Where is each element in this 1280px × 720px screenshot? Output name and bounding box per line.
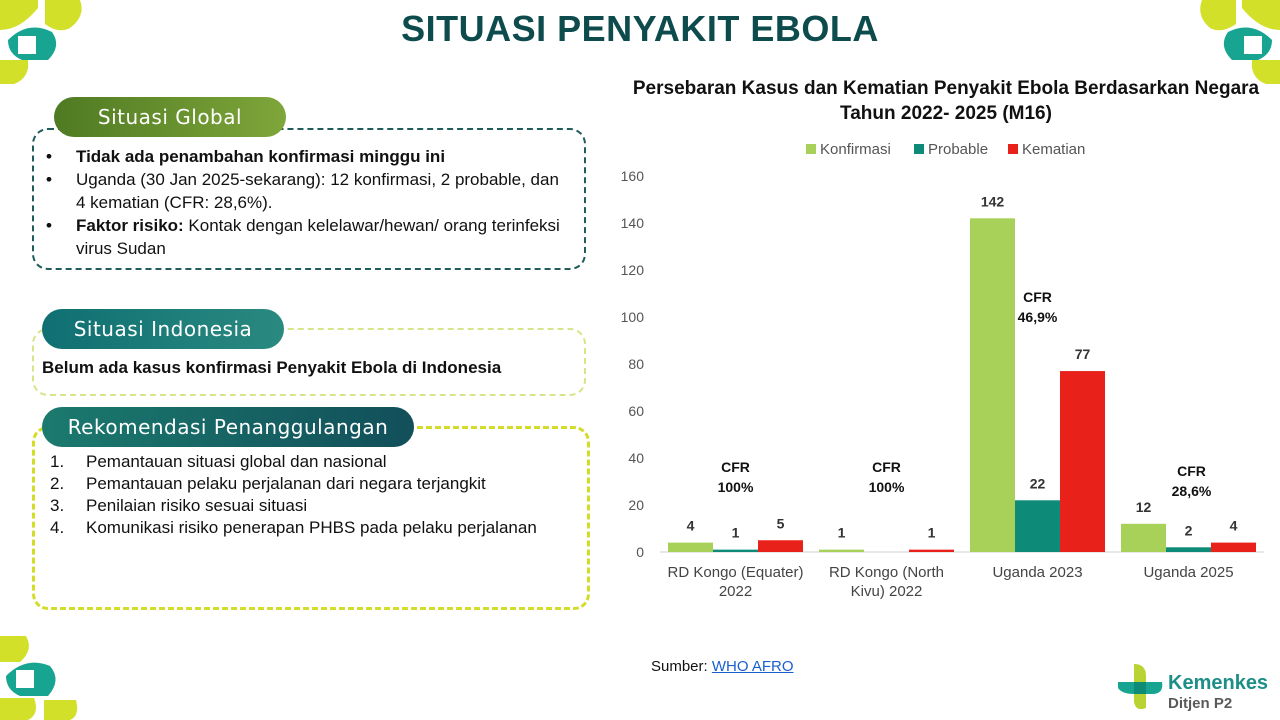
kemenkes-logo-icon [1118,664,1163,710]
bar-konfirmasi [1121,523,1166,552]
list-item: 2. Pemantauan pelaku perjalanan dari neg… [32,473,567,495]
list-text: Pemantauan pelaku perjalanan dari negara… [86,474,486,493]
data-label: 142 [981,193,1005,209]
y-tick-label: 0 [636,544,644,560]
list-number: 3. [50,496,65,515]
logo-name: Kemenkes [1168,672,1269,694]
data-label: 5 [777,515,785,531]
source-prefix: Sumber: [651,658,712,675]
page-title: SITUASI PENYAKIT EBOLA [401,8,879,49]
indonesia-situation-text: Belum ada kasus konfirmasi Penyakit Ebol… [42,358,502,377]
cfr-annotation-line1: CFR [1177,463,1206,479]
list-item: • Tidak ada penambahan konfirmasi minggu… [32,145,572,168]
y-tick-label: 80 [628,356,644,372]
corner-ornament-top-left [0,0,82,84]
global-item-text: Kontak dengan kelelawar/hewan/ orang ter… [76,216,560,258]
bar-probable [1166,547,1211,552]
global-item-text: Uganda (30 Jan 2025-sekarang): 12 konfir… [76,170,559,212]
cfr-annotation-line2: 28,6% [1172,483,1212,499]
source-note: Sumber: WHO AFRO [651,658,794,675]
indonesia-situation-label: Situasi Indonesia [42,309,284,349]
list-item: • Faktor risiko: Kontak dengan kelelawar… [32,214,572,260]
x-tick-label: 2022 [719,583,752,600]
bar-konfirmasi [970,218,1015,553]
recommendation-label: Rekomendasi Penanggulangan [42,407,414,447]
data-label: 1 [838,525,846,541]
list-item: 4. Komunikasi risiko penerapan PHBS pada… [32,517,567,539]
cfr-annotation-line1: CFR [1023,289,1052,305]
indonesia-situation-box [32,328,586,396]
data-label: 12 [1136,499,1152,515]
global-item-bold: Faktor risiko: [76,216,184,235]
data-label: 4 [1230,518,1238,534]
list-number: 2. [50,474,65,493]
list-number: 1. [50,452,65,471]
bar-chart: 0 20 40 60 80 100 120 140 160 4 1 5 RD Kongo (Equate… [621,141,1264,600]
bar-probable [1015,500,1060,552]
corner-ornament-top-right [1200,0,1280,84]
data-label: 77 [1075,346,1091,362]
y-tick-label: 40 [628,450,644,466]
recommendation-list: 1. Pemantauan situasi global dan nasiona… [32,451,567,539]
data-label: 4 [687,518,695,534]
list-item: 3. Penilaian risiko sesuai situasi [32,495,567,517]
legend-label-konfirmasi: Konfirmasi [820,141,891,158]
cfr-annotation-line1: CFR [721,459,750,475]
x-tick-label: RD Kongo (Equater) [668,564,804,581]
cfr-annotation-line2: 100% [869,479,905,495]
data-label: 22 [1030,475,1046,491]
global-item-bold: Tidak ada penambahan konfirmasi minggu i… [76,147,446,166]
data-label: 2 [1185,522,1193,538]
bar-kematian [758,540,803,552]
bar-kematian [1211,542,1256,552]
y-tick-label: 140 [621,215,645,231]
legend-label-probable: Probable [928,141,988,158]
source-link[interactable]: WHO AFRO [711,658,794,675]
cfr-annotation-line2: 100% [718,479,754,495]
chart-title: Persebaran Kasus dan Kematian Penyakit E… [632,78,1260,124]
bar-konfirmasi [819,549,864,552]
data-label: 1 [732,525,740,541]
x-tick-label: RD Kongo (North [829,564,944,581]
list-item: • Uganda (30 Jan 2025-sekarang): 12 konf… [32,168,572,214]
global-situation-label: Situasi Global [54,97,286,137]
y-tick-label: 100 [621,309,645,325]
y-tick-label: 60 [628,403,644,419]
cfr-annotation-line2: 46,9% [1018,309,1058,325]
logo-subtitle: Ditjen P2 [1168,695,1233,712]
bar-probable [713,549,758,552]
legend-swatch-kematian [1008,144,1018,154]
legend-swatch-probable [914,144,924,154]
list-number: 4. [50,518,65,537]
bar-kematian [909,549,954,552]
corner-ornament-bottom-left [0,636,78,720]
list-item: 1. Pemantauan situasi global dan nasiona… [32,451,567,473]
list-text: Pemantauan situasi global dan nasional [86,452,387,471]
global-situation-list: • Tidak ada penambahan konfirmasi minggu… [32,145,572,260]
legend-label-kematian: Kematian [1022,141,1085,158]
list-text: Komunikasi risiko penerapan PHBS pada pe… [86,518,537,537]
bar-kematian [1060,371,1105,552]
x-tick-label: Uganda 2025 [1143,564,1233,581]
x-tick-label: Kivu) 2022 [851,583,923,600]
data-label: 1 [928,525,936,541]
legend-swatch-konfirmasi [806,144,816,154]
x-tick-label: Uganda 2023 [992,564,1082,581]
y-tick-label: 120 [621,262,645,278]
list-text: Penilaian risiko sesuai situasi [86,496,308,515]
y-tick-label: 20 [628,497,644,513]
bar-konfirmasi [668,542,713,552]
cfr-annotation-line1: CFR [872,459,901,475]
y-tick-label: 160 [621,168,645,184]
logo-text: Kemenkes Ditjen P2 [1168,672,1268,714]
